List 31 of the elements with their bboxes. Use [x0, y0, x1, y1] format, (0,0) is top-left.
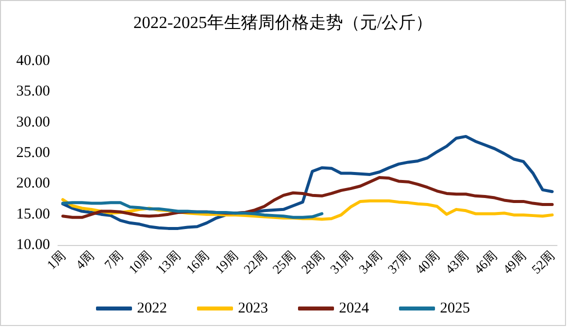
y-tick-label: 20.00: [16, 176, 50, 192]
x-tick-label: 10周: [125, 248, 154, 277]
legend-label: 2024: [339, 300, 370, 316]
x-tick-label: 22周: [240, 248, 270, 277]
x-tick-label: 31周: [327, 248, 356, 277]
x-tick-label: 49周: [500, 248, 529, 277]
x-tick-label: 25周: [269, 248, 298, 277]
legend-label: 2023: [238, 300, 268, 316]
y-tick-label: 25.00: [16, 145, 50, 161]
x-tick-label: 46周: [470, 248, 500, 277]
y-tick-label: 30.00: [16, 114, 50, 130]
y-tick-label: 40.00: [16, 53, 50, 69]
x-tick-label: 13周: [154, 248, 184, 277]
x-tick-label: 19周: [212, 248, 241, 277]
x-tick-label: 37周: [384, 248, 414, 277]
y-tick-label: 15.00: [16, 206, 50, 222]
x-tick-label: 4周: [72, 248, 97, 272]
line-series: [61, 134, 554, 230]
x-tick-label: 52周: [528, 248, 558, 277]
x-tick-label: 7周: [101, 248, 126, 272]
y-tick-label: 35.00: [16, 84, 50, 100]
x-tick-label: 43周: [442, 248, 472, 277]
legend-label: 2022: [137, 300, 167, 316]
x-tick-label: 28周: [298, 248, 328, 277]
line-series: [61, 201, 324, 219]
chart-title: 2022-2025年生猪周价格走势（元/公斤）: [133, 13, 433, 32]
y-tick-label: 10.00: [16, 237, 50, 253]
x-tick-label: 34周: [356, 248, 385, 277]
legend-label: 2025: [440, 300, 470, 316]
x-tick-label: 40周: [413, 248, 442, 277]
x-tick-label: 16周: [183, 248, 212, 277]
